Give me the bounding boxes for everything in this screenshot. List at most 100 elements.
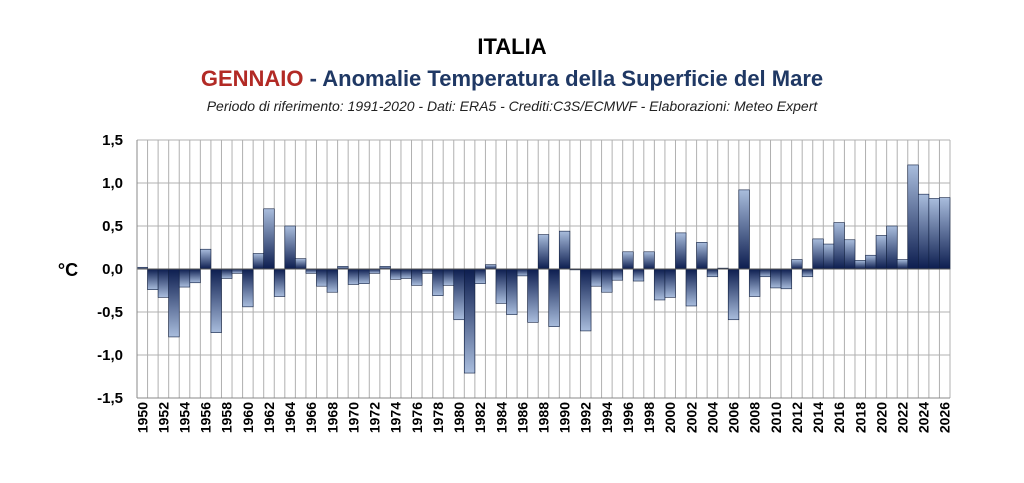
- x-tick-label: 2016: [831, 402, 847, 433]
- bar-1952: [157, 268, 169, 298]
- bar-1986: [516, 268, 528, 277]
- y-tick-label: 1,0: [102, 175, 123, 192]
- subtitle-separator: -: [303, 66, 323, 91]
- bar-2001: [675, 232, 687, 270]
- bar-1971: [358, 268, 370, 284]
- bar-1994: [601, 268, 613, 293]
- x-tick-label: 1972: [367, 402, 383, 433]
- x-tick-label: 1988: [536, 402, 552, 433]
- bar-2015: [822, 243, 835, 270]
- bar-2006: [727, 268, 740, 321]
- bar-1965: [295, 258, 307, 270]
- bar-1993: [590, 268, 602, 287]
- bar-2017: [844, 239, 856, 270]
- subtitle-text: Anomalie Temperatura della Superficie de…: [322, 66, 824, 91]
- bar-1985: [506, 268, 518, 315]
- bar-1968: [326, 268, 338, 293]
- bar-1988: [537, 234, 550, 270]
- bar-1962: [263, 208, 275, 270]
- bar-1960: [242, 268, 254, 308]
- bar-1959: [231, 268, 243, 274]
- bar-1972: [368, 268, 381, 274]
- bar-1977: [421, 268, 433, 274]
- x-tick-label: 1992: [578, 402, 594, 433]
- x-tick-label: 1994: [599, 402, 615, 433]
- x-tick-label: 2024: [916, 402, 932, 433]
- bar-2009: [759, 268, 771, 278]
- chart-title: ITALIA: [477, 34, 547, 59]
- x-tick-label: 2020: [873, 402, 889, 433]
- y-tick-label: -1,0: [97, 347, 123, 364]
- bar-1951: [147, 268, 159, 290]
- bar-1961: [252, 253, 265, 270]
- x-tick-label: 1996: [620, 402, 636, 433]
- chart-credits: Periodo di riferimento: 1991-2020 - Dati…: [206, 98, 818, 114]
- x-tick-label: 1986: [514, 402, 530, 433]
- bar-2003: [696, 242, 708, 270]
- bar-1987: [527, 268, 539, 323]
- bar-1992: [580, 268, 592, 332]
- bar-2012: [791, 259, 803, 270]
- x-tick-label: 1990: [557, 402, 573, 433]
- bar-1990: [559, 230, 571, 270]
- bar-2007: [738, 189, 750, 270]
- bars-layer: [136, 164, 951, 374]
- labels-layer: -1,5 -1,0 -0,5 0,0 0,5 1,0 1,5 °C 1950 1952 1954 19…: [58, 132, 953, 433]
- bar-1974: [390, 268, 402, 280]
- bar-2026: [939, 197, 951, 270]
- y-tick-label: 1,5: [102, 132, 123, 149]
- bar-1954: [178, 268, 191, 288]
- bar-2021: [886, 225, 898, 270]
- x-tick-label: 1952: [155, 402, 171, 433]
- bar-2010: [770, 268, 782, 289]
- x-tick-label: 1964: [282, 402, 298, 433]
- bar-1955: [189, 268, 201, 284]
- bar-1978: [432, 268, 444, 296]
- x-tick-label: 1976: [409, 402, 425, 433]
- bar-2000: [664, 268, 676, 298]
- x-tick-label: 2006: [726, 402, 742, 433]
- bar-2018: [854, 260, 866, 270]
- y-axis-label: °C: [58, 260, 78, 280]
- bar-1964: [284, 225, 296, 270]
- bar-1996: [622, 251, 634, 270]
- bar-2022: [896, 259, 909, 270]
- y-tick-label: -0,5: [97, 304, 123, 321]
- chart-subtitle: GENNAIO - Anomalie Temperatura della Sup…: [0, 66, 1024, 92]
- bar-2002: [685, 268, 697, 307]
- y-tick-label: -1,5: [97, 390, 123, 407]
- x-tick-label: 2004: [704, 402, 720, 433]
- bar-2023: [907, 164, 919, 270]
- x-tick-label: 2000: [662, 402, 678, 433]
- x-tick-label: 2002: [683, 402, 699, 433]
- x-tick-label: 1968: [324, 402, 340, 433]
- bar-1999: [654, 268, 666, 301]
- x-tick-label: 2012: [789, 402, 805, 433]
- x-tick-label: 2026: [937, 402, 953, 433]
- x-tick-label: 1980: [451, 402, 467, 433]
- bar-2008: [749, 268, 761, 297]
- bar-1998: [643, 251, 655, 270]
- axes-layer: [136, 140, 950, 399]
- x-tick-label: 2008: [747, 402, 763, 433]
- x-tick-label: 1962: [261, 402, 277, 433]
- bar-1976: [411, 268, 423, 286]
- bar-1975: [400, 268, 412, 279]
- bar-1957: [210, 268, 222, 333]
- x-tick-label: 2010: [768, 402, 784, 433]
- y-tick-label: 0,0: [102, 261, 123, 278]
- bar-1970: [347, 268, 360, 285]
- bar-2024: [918, 193, 930, 270]
- bar-2020: [875, 235, 887, 270]
- x-tick-label: 1974: [388, 402, 404, 433]
- bar-2019: [865, 254, 877, 270]
- bar-2013: [801, 268, 814, 278]
- bar-1984: [495, 268, 507, 304]
- bar-1958: [221, 268, 233, 279]
- bar-1980: [453, 268, 465, 321]
- bar-2025: [928, 198, 940, 270]
- bar-2014: [812, 238, 824, 270]
- x-tick-label: 1984: [493, 402, 509, 433]
- bar-2016: [833, 222, 845, 270]
- bar-2011: [780, 268, 792, 290]
